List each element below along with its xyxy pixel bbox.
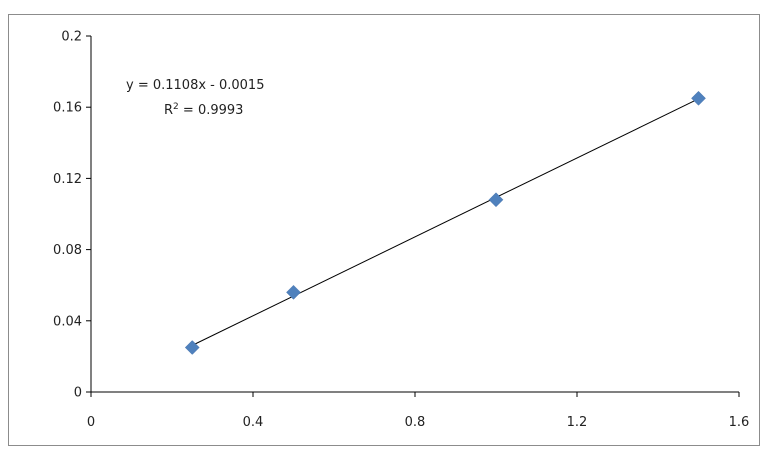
x-tick-label: 0.4	[243, 415, 264, 430]
y-tick-label: 0	[74, 386, 82, 401]
y-axis-ticks: 0 0.04 0.08 0.12 0.16 0.2	[53, 30, 91, 401]
trendline-equation: y = 0.1108x - 0.0015	[126, 78, 264, 93]
r-squared-superscript: 2	[173, 102, 179, 112]
y-tick-label: 0.16	[53, 101, 82, 116]
x-tick-label: 0	[87, 415, 95, 430]
x-tick-label: 0.8	[405, 415, 426, 430]
x-tick-label: 1.2	[567, 415, 588, 430]
y-tick-label: 0.04	[53, 314, 82, 329]
y-tick-label: 0.12	[53, 172, 82, 187]
data-points	[184, 90, 706, 355]
r-squared-value: = 0.9993	[179, 103, 244, 118]
x-tick-label: 1.6	[729, 415, 750, 430]
trendline	[192, 98, 699, 346]
x-axis-ticks: 0 0.4 0.8 1.2 1.6	[87, 392, 749, 430]
chart-area	[8, 14, 760, 446]
y-tick-label: 0.2	[61, 30, 82, 45]
data-point-marker	[691, 90, 706, 106]
r-squared-label: R2 = 0.9993	[164, 102, 243, 118]
data-point-marker	[488, 192, 504, 208]
y-tick-label: 0.08	[53, 243, 82, 258]
data-point-marker	[286, 284, 301, 300]
r-squared-prefix: R	[164, 103, 173, 118]
data-point-marker	[184, 340, 200, 355]
